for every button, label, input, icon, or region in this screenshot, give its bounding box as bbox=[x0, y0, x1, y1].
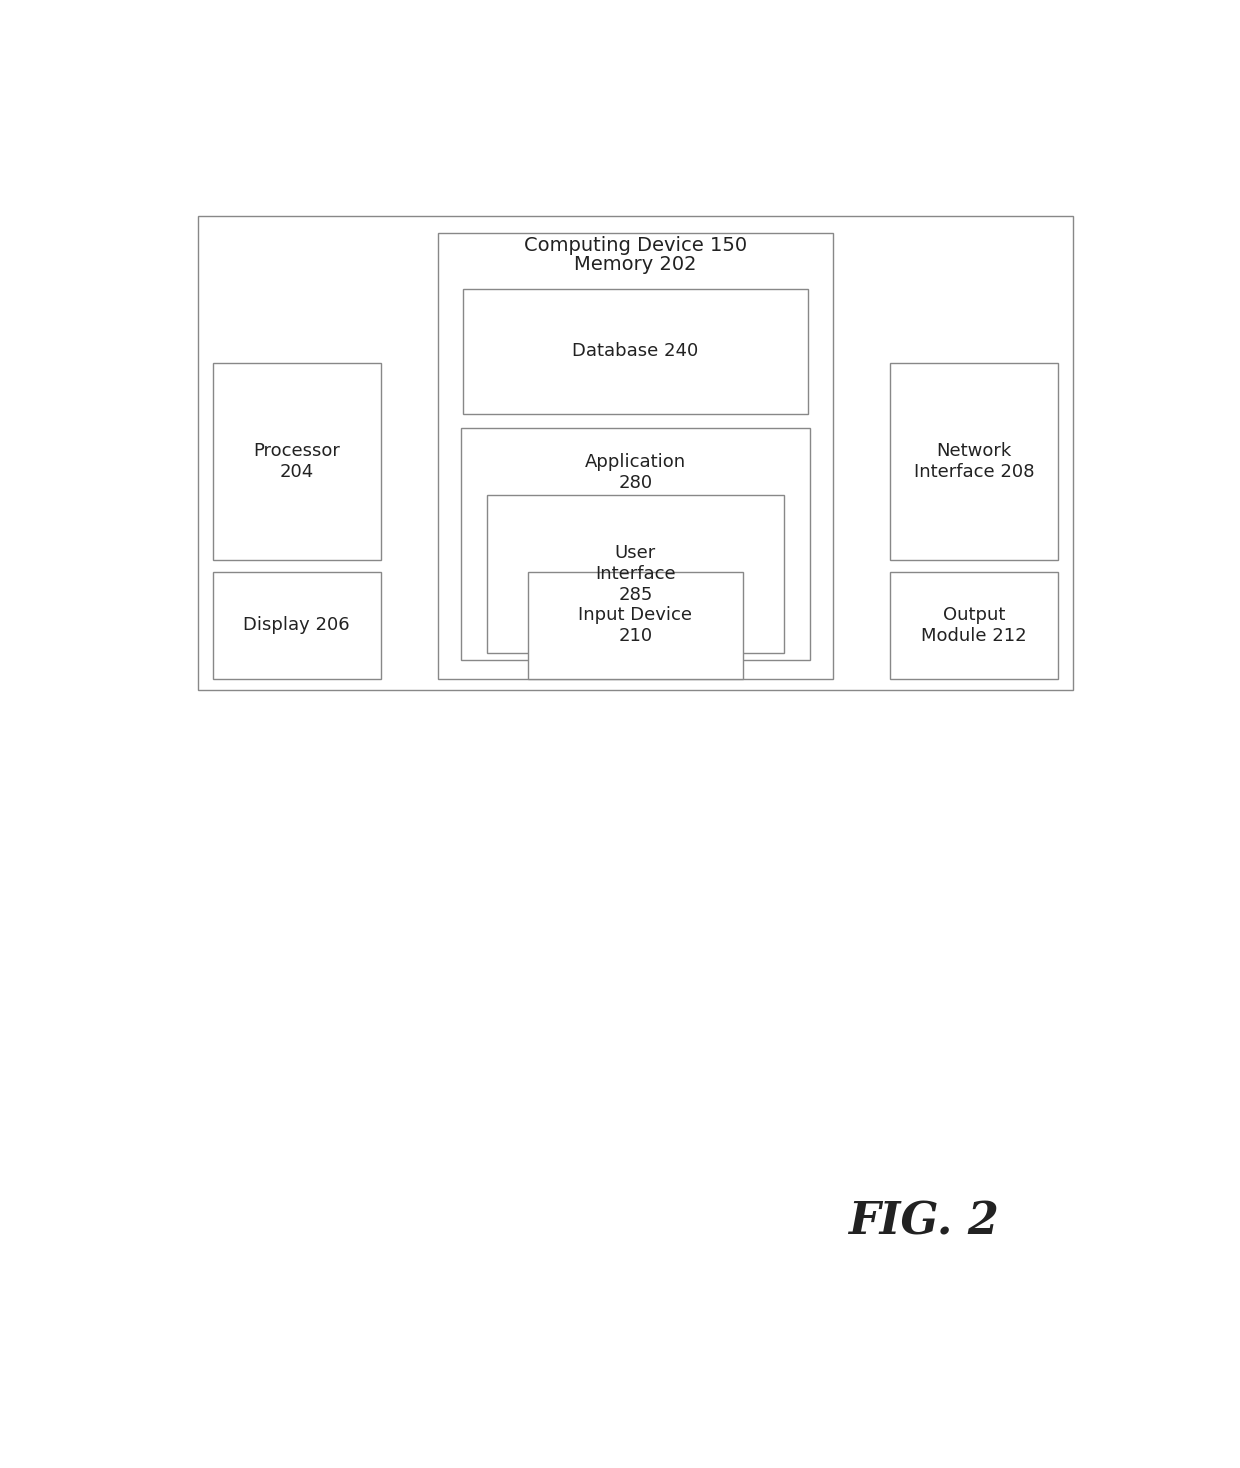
FancyBboxPatch shape bbox=[213, 363, 381, 561]
Text: Database 240: Database 240 bbox=[573, 342, 698, 360]
Text: User
Interface
285: User Interface 285 bbox=[595, 545, 676, 603]
Text: Application
280: Application 280 bbox=[585, 454, 686, 492]
FancyBboxPatch shape bbox=[213, 573, 381, 680]
Text: Processor
204: Processor 204 bbox=[253, 442, 340, 482]
FancyBboxPatch shape bbox=[890, 363, 1058, 561]
Text: Input Device
210: Input Device 210 bbox=[579, 606, 692, 644]
Text: Memory 202: Memory 202 bbox=[574, 255, 697, 275]
FancyBboxPatch shape bbox=[890, 573, 1058, 680]
Text: Computing Device 150: Computing Device 150 bbox=[525, 236, 746, 255]
FancyBboxPatch shape bbox=[439, 233, 832, 680]
Text: Display 206: Display 206 bbox=[243, 617, 350, 634]
FancyBboxPatch shape bbox=[460, 429, 811, 661]
Text: Network
Interface 208: Network Interface 208 bbox=[914, 442, 1034, 482]
FancyBboxPatch shape bbox=[486, 495, 785, 653]
FancyBboxPatch shape bbox=[198, 216, 1073, 690]
Text: FIG. 2: FIG. 2 bbox=[848, 1201, 999, 1243]
Text: Output
Module 212: Output Module 212 bbox=[921, 606, 1027, 644]
FancyBboxPatch shape bbox=[528, 573, 743, 680]
FancyBboxPatch shape bbox=[463, 289, 808, 414]
